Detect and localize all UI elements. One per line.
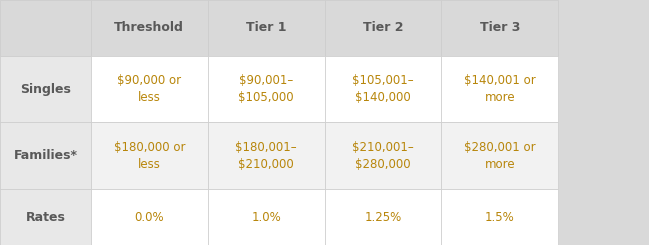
Bar xyxy=(0,189,91,245)
Text: Singles: Singles xyxy=(20,83,71,96)
Text: $90,000 or
less: $90,000 or less xyxy=(117,74,181,104)
Bar xyxy=(324,0,441,56)
Text: $210,001–
$280,000: $210,001– $280,000 xyxy=(352,141,414,171)
Bar xyxy=(91,0,208,56)
Text: 0.0%: 0.0% xyxy=(134,211,164,224)
Bar xyxy=(441,0,558,56)
Bar xyxy=(208,0,324,56)
Text: $90,001–
$105,000: $90,001– $105,000 xyxy=(238,74,294,104)
Bar xyxy=(0,0,91,56)
Text: $180,000 or
less: $180,000 or less xyxy=(114,141,185,171)
Bar xyxy=(208,56,324,122)
Bar xyxy=(441,122,558,189)
Text: 1.25%: 1.25% xyxy=(364,211,402,224)
Bar xyxy=(0,122,91,189)
Text: Families*: Families* xyxy=(14,149,77,162)
Bar xyxy=(91,189,208,245)
Text: 1.5%: 1.5% xyxy=(485,211,515,224)
Text: Tier 1: Tier 1 xyxy=(246,21,286,34)
Bar xyxy=(324,189,441,245)
Text: Threshold: Threshold xyxy=(114,21,184,34)
Text: $140,001 or
more: $140,001 or more xyxy=(464,74,535,104)
Text: Rates: Rates xyxy=(25,211,66,224)
Bar xyxy=(91,122,208,189)
Text: Tier 3: Tier 3 xyxy=(480,21,520,34)
Text: $105,001–
$140,000: $105,001– $140,000 xyxy=(352,74,413,104)
Text: 1.0%: 1.0% xyxy=(251,211,281,224)
Text: $180,001–
$210,000: $180,001– $210,000 xyxy=(236,141,297,171)
Bar xyxy=(441,189,558,245)
Bar xyxy=(441,56,558,122)
Bar xyxy=(208,122,324,189)
Bar xyxy=(324,122,441,189)
Bar xyxy=(324,56,441,122)
Bar xyxy=(0,56,91,122)
Text: $280,001 or
more: $280,001 or more xyxy=(464,141,535,171)
Bar xyxy=(91,56,208,122)
Text: Tier 2: Tier 2 xyxy=(363,21,403,34)
Bar xyxy=(208,189,324,245)
